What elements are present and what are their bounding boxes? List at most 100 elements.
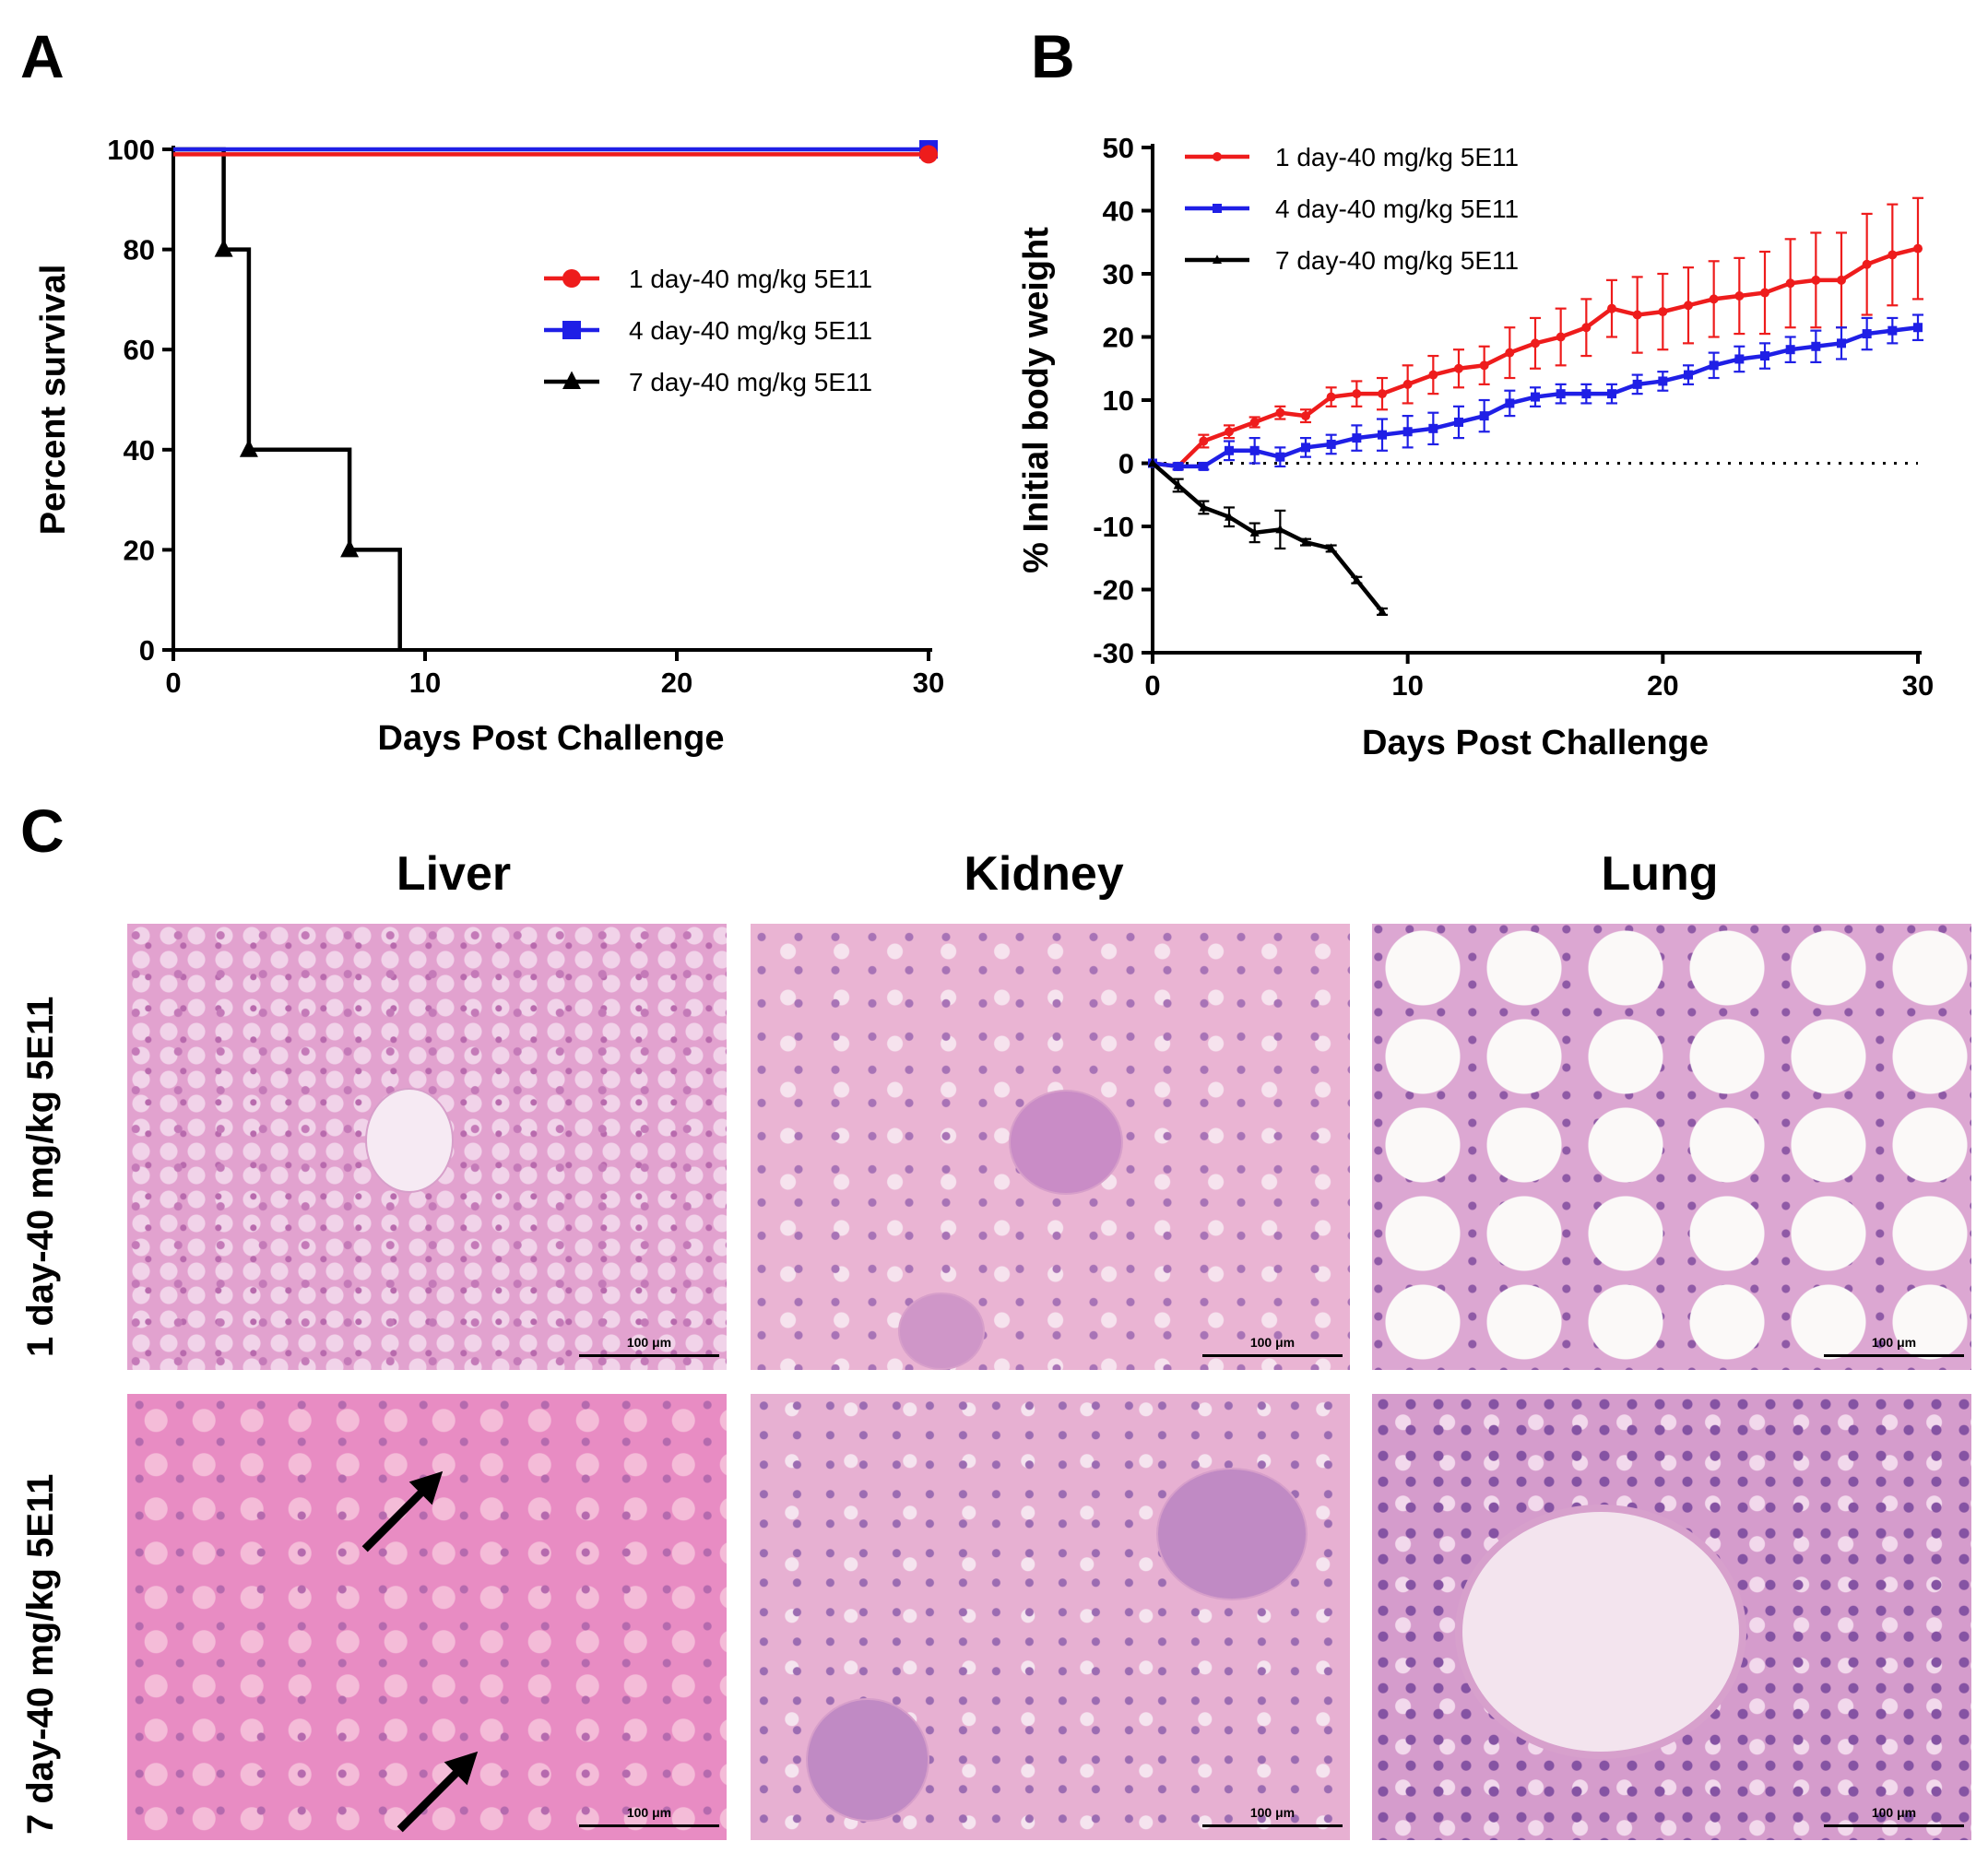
legend-label: 1 day-40 mg/kg 5E11: [1275, 143, 1519, 171]
square-marker: [1913, 323, 1923, 333]
central-vein: [365, 1088, 454, 1193]
square-marker: [1225, 445, 1234, 455]
x-tick-label: 20: [661, 667, 692, 699]
panel-b-label: B: [1031, 22, 1075, 90]
survival-chart: 0 20 40 60 80 100 0 10 20 30 Days Post Challenge Pe…: [34, 134, 944, 758]
square-marker: [1428, 423, 1438, 433]
y-tick-label: -20: [1093, 574, 1134, 607]
glomerulus: [1156, 1468, 1308, 1600]
square-marker: [1760, 351, 1769, 361]
square-marker: [1887, 325, 1898, 336]
square-marker: [1402, 427, 1413, 437]
y-tick-label: 0: [139, 634, 155, 667]
square-marker: [1658, 376, 1668, 386]
triangle-marker: [340, 538, 360, 558]
legend-label: 1 day-40 mg/kg 5E11: [629, 265, 872, 293]
square-marker: [1862, 329, 1872, 339]
legend-label: 4 day-40 mg/kg 5E11: [629, 316, 872, 345]
scale-bar: 100 μm: [579, 1335, 719, 1357]
column-header-lung: Lung: [1601, 847, 1719, 901]
micrograph-lung-7-day: 100 μm: [1372, 1394, 1971, 1840]
micrograph-kidney-7-day: 100 μm: [751, 1394, 1350, 1840]
x-tick-label: 10: [409, 667, 441, 699]
circle-marker: [919, 145, 938, 164]
column-header-kidney: Kidney: [964, 847, 1124, 901]
circle-marker: [1352, 389, 1362, 399]
y-tick-label: 30: [1103, 258, 1134, 290]
circle-marker: [562, 269, 581, 288]
blood-vessel: [1455, 1505, 1746, 1759]
square-marker: [1556, 389, 1566, 399]
triangle-marker: [1378, 606, 1387, 616]
square-marker: [1454, 417, 1463, 427]
square-marker: [1734, 354, 1745, 364]
y-tick-label: 0: [1118, 448, 1134, 480]
y-tick-label: 20: [1103, 322, 1134, 354]
square-marker: [1352, 433, 1362, 443]
triangle-marker: [1326, 543, 1336, 552]
circle-marker: [1454, 363, 1463, 373]
square-marker: [1378, 430, 1387, 440]
square-marker: [1505, 398, 1515, 408]
triangle-marker: [1148, 457, 1157, 467]
y-tick-label: 50: [1103, 132, 1134, 164]
circle-marker: [1479, 360, 1489, 371]
micrograph-lung-1-day: 100 μm: [1372, 924, 1971, 1370]
circle-marker: [1249, 417, 1260, 427]
series-line: [1151, 461, 1384, 613]
legend-label: 4 day-40 mg/kg 5E11: [1275, 195, 1519, 223]
scale-bar: 100 μm: [1824, 1805, 1964, 1827]
circle-marker: [1326, 392, 1336, 402]
square-marker: [1811, 341, 1821, 351]
square-marker: [562, 321, 581, 339]
square-marker: [1326, 439, 1336, 449]
row-header-1-day: 1 day-40 mg/kg 5E11: [20, 996, 61, 1357]
triangle-marker: [1225, 511, 1234, 521]
column-header-liver: Liver: [396, 847, 512, 901]
triangle-marker: [1199, 502, 1209, 512]
glomerulus: [806, 1698, 929, 1822]
y-tick-label: 20: [124, 534, 155, 566]
triangle-marker: [1173, 479, 1183, 490]
square-marker: [1531, 392, 1540, 402]
circle-marker: [1684, 301, 1693, 311]
circle-marker: [1709, 294, 1719, 304]
legend-label: 7 day-40 mg/kg 5E11: [1275, 246, 1519, 275]
micrograph-liver-7-day: 100 μm: [127, 1394, 727, 1840]
y-tick-label: -30: [1093, 637, 1134, 669]
x-tick-label: 20: [1647, 669, 1678, 702]
circle-marker: [1785, 278, 1795, 289]
circle-marker: [1301, 411, 1310, 421]
circle-marker: [1811, 275, 1821, 285]
circle-marker: [1632, 310, 1642, 320]
circle-marker: [1581, 323, 1592, 333]
circle-marker: [1428, 370, 1438, 380]
panel-a-label: A: [20, 22, 65, 90]
glomerulus: [1009, 1090, 1123, 1195]
square-marker: [1301, 443, 1310, 453]
circle-marker: [1199, 436, 1209, 446]
x-tick-label: 10: [1391, 669, 1423, 702]
circle-marker: [1556, 332, 1566, 342]
scale-bar: 100 μm: [1202, 1805, 1343, 1827]
circle-marker: [1607, 303, 1616, 313]
circle-marker: [1887, 250, 1898, 260]
scale-bar: 100 μm: [579, 1805, 719, 1827]
y-tick-label: -10: [1093, 511, 1134, 543]
square-marker: [1709, 360, 1719, 371]
circle-marker: [1862, 259, 1872, 269]
square-marker: [1199, 461, 1209, 471]
series-line: [173, 147, 402, 650]
panel-c-label: C: [20, 797, 65, 865]
arrow-icon: [361, 1470, 444, 1552]
x-tick-label: 30: [1902, 669, 1934, 702]
triangle-marker: [1301, 537, 1310, 547]
circle-marker: [1760, 288, 1769, 298]
circle-marker: [1505, 348, 1515, 358]
square-marker: [1275, 452, 1285, 462]
square-marker: [1479, 411, 1489, 421]
y-axis-title: Percent survival: [34, 265, 73, 536]
square-marker: [1837, 338, 1846, 348]
x-tick-label: 30: [913, 667, 944, 699]
square-marker: [1632, 379, 1642, 389]
